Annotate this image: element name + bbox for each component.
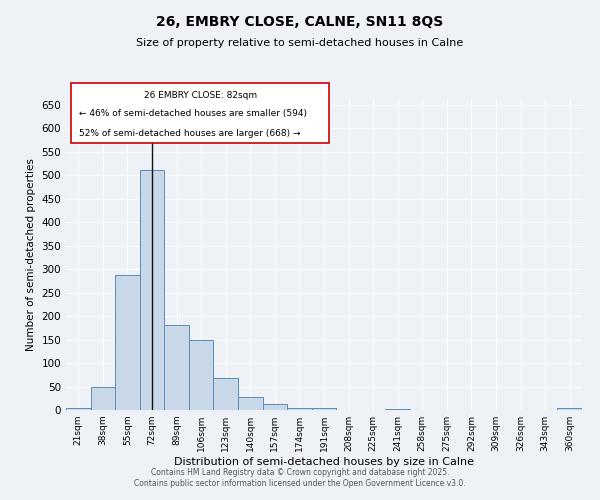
Y-axis label: Number of semi-detached properties: Number of semi-detached properties bbox=[26, 158, 36, 352]
Text: 26, EMBRY CLOSE, CALNE, SN11 8QS: 26, EMBRY CLOSE, CALNE, SN11 8QS bbox=[157, 15, 443, 29]
Bar bbox=[115, 275, 140, 410]
Bar bbox=[140, 170, 164, 410]
Text: 26 EMBRY CLOSE: 82sqm: 26 EMBRY CLOSE: 82sqm bbox=[143, 90, 257, 100]
Bar bbox=[287, 408, 312, 410]
Bar bbox=[164, 324, 189, 410]
Text: ← 46% of semi-detached houses are smaller (594): ← 46% of semi-detached houses are smalle… bbox=[79, 110, 307, 118]
Text: 52% of semi-detached houses are larger (668) →: 52% of semi-detached houses are larger (… bbox=[79, 129, 301, 138]
Bar bbox=[238, 398, 263, 410]
Bar bbox=[66, 408, 91, 410]
Text: Size of property relative to semi-detached houses in Calne: Size of property relative to semi-detach… bbox=[136, 38, 464, 48]
Bar bbox=[312, 408, 336, 410]
X-axis label: Distribution of semi-detached houses by size in Calne: Distribution of semi-detached houses by … bbox=[174, 457, 474, 467]
FancyBboxPatch shape bbox=[71, 83, 329, 144]
Bar bbox=[385, 408, 410, 410]
Bar bbox=[189, 340, 214, 410]
Bar bbox=[263, 404, 287, 410]
Text: Contains HM Land Registry data © Crown copyright and database right 2025.
Contai: Contains HM Land Registry data © Crown c… bbox=[134, 468, 466, 487]
Bar bbox=[214, 378, 238, 410]
Bar bbox=[557, 408, 582, 410]
Bar bbox=[91, 386, 115, 410]
